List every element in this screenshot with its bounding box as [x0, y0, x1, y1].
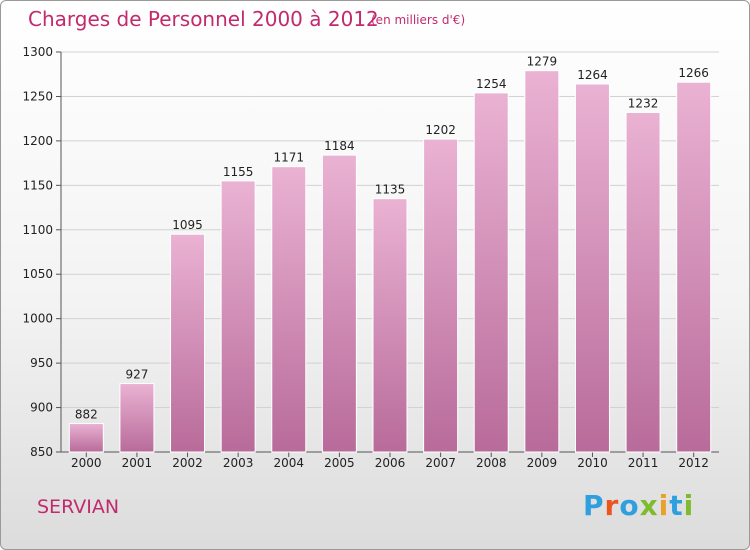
x-tick-label: 2011 [628, 456, 659, 470]
commune-name: SERVIAN [37, 496, 120, 518]
x-tick-label: 2002 [172, 456, 203, 470]
bar-2002 [170, 233, 206, 453]
logo-letter: o [619, 489, 640, 522]
bar-2003 [220, 180, 256, 453]
bar-2009 [524, 70, 560, 453]
data-label: 1135 [375, 183, 406, 197]
data-label: 1264 [577, 68, 608, 82]
x-tick-label: 2004 [273, 456, 304, 470]
bar-2000 [68, 423, 104, 453]
logo-letter: i [683, 489, 695, 522]
bar-2012 [676, 81, 712, 453]
y-tick-label: 1050 [22, 267, 53, 281]
bar-2004 [271, 166, 307, 453]
x-tick-label: 2010 [577, 456, 608, 470]
data-label: 927 [125, 368, 148, 382]
bar-2008 [473, 92, 509, 453]
data-label: 882 [75, 408, 98, 422]
bars [68, 70, 712, 453]
y-tick-label: 1150 [22, 178, 53, 192]
logo-letter: r [604, 489, 620, 522]
y-tick-label: 1250 [22, 89, 53, 103]
data-label: 1155 [223, 165, 254, 179]
logo-letter: i [658, 489, 670, 522]
logo-letter: x [639, 489, 659, 522]
x-tick-label: 2000 [71, 456, 102, 470]
chart-title: Charges de Personnel 2000 à 2012 [28, 7, 379, 31]
x-tick-label: 2012 [678, 456, 709, 470]
logo-letter: t [669, 489, 684, 522]
x-tick-label: 2001 [122, 456, 153, 470]
x-tick-label: 2005 [324, 456, 355, 470]
bar-2010 [574, 83, 610, 453]
logo-letter: P [583, 489, 605, 522]
y-tick-label: 950 [30, 356, 53, 370]
data-label: 1266 [678, 66, 709, 80]
data-label: 1202 [425, 123, 456, 137]
bar-2006 [372, 198, 408, 453]
y-tick-label: 1000 [22, 312, 53, 326]
data-label: 1095 [172, 218, 203, 232]
bar-2005 [321, 154, 357, 453]
bar-2007 [423, 138, 459, 453]
x-tick-label: 2003 [223, 456, 254, 470]
y-tick-label: 1300 [22, 45, 53, 59]
data-labels: 882 927 1095 1155 1171 1184 1135 1202 1254 1279 12… [75, 55, 709, 422]
chart-unit: (en milliers d'€) [371, 13, 466, 27]
x-tick-label: 2009 [527, 456, 558, 470]
x-tick-label: 2006 [375, 456, 406, 470]
y-tick-label: 850 [30, 445, 53, 459]
x-tick-label: 2008 [476, 456, 507, 470]
data-label: 1171 [273, 151, 304, 165]
x-tick-label: 2007 [425, 456, 456, 470]
y-tick-label: 1100 [22, 223, 53, 237]
data-label: 1254 [476, 77, 507, 91]
proxiti-logo[interactable]: Proxiti [583, 489, 694, 522]
y-tick-label: 900 [30, 401, 53, 415]
y-tick-label: 1200 [22, 134, 53, 148]
data-label: 1279 [527, 55, 558, 69]
data-label: 1232 [628, 96, 659, 110]
bar-2011 [625, 111, 661, 453]
data-label: 1184 [324, 139, 355, 153]
bar-2001 [119, 383, 155, 453]
